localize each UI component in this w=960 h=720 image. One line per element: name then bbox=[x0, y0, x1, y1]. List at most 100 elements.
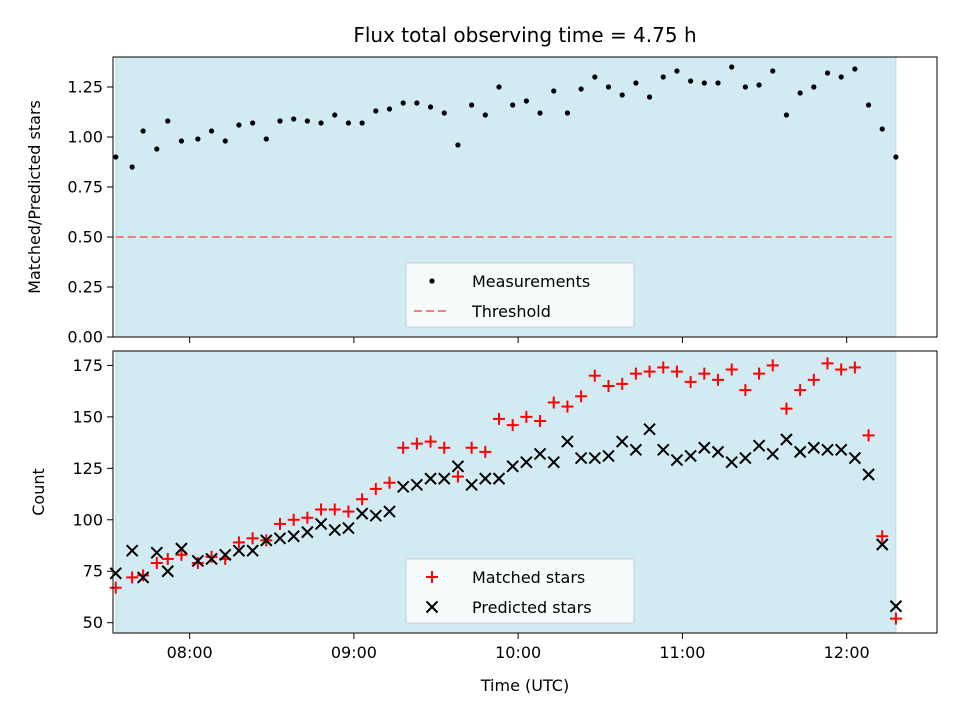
measurement-point bbox=[578, 86, 584, 92]
predicted-star-point bbox=[629, 443, 643, 457]
predicted-star-point bbox=[219, 548, 232, 561]
measurement-point bbox=[865, 102, 872, 108]
measurement-point bbox=[592, 74, 598, 80]
matched-star-point bbox=[342, 505, 355, 518]
measurement-point bbox=[318, 120, 324, 126]
matched-star-point bbox=[397, 441, 410, 454]
measurement-point bbox=[345, 120, 352, 126]
predicted-star-point bbox=[175, 542, 188, 555]
matched-star-point bbox=[862, 429, 875, 442]
predicted-star-point bbox=[752, 439, 766, 452]
measurement-point bbox=[783, 112, 790, 118]
matched-star-point bbox=[711, 373, 724, 386]
x-tick-label: 11:00 bbox=[659, 643, 705, 662]
predicted-star-point bbox=[287, 530, 300, 543]
y-tick-label: 50 bbox=[83, 613, 103, 632]
legend-label: Measurements bbox=[472, 272, 590, 291]
predicted-star-point bbox=[643, 423, 656, 436]
measurement-point bbox=[208, 128, 215, 134]
matched-star-point bbox=[137, 569, 150, 582]
predicted-star-point bbox=[492, 472, 506, 485]
predicted-star-point bbox=[588, 451, 602, 465]
measurement-point bbox=[291, 116, 297, 122]
measurement-point bbox=[414, 100, 420, 106]
measurement-point bbox=[688, 78, 694, 84]
measurement-point bbox=[482, 112, 488, 118]
matched-star-point bbox=[287, 513, 300, 526]
matched-star-point bbox=[753, 367, 766, 380]
predicted-star-point bbox=[260, 534, 273, 547]
legend-label: Predicted stars bbox=[472, 598, 592, 617]
matched-star-point bbox=[246, 532, 259, 545]
y-tick-label: 100 bbox=[72, 510, 103, 529]
measurement-point bbox=[811, 84, 817, 90]
measurement-point bbox=[178, 138, 185, 144]
predicted-star-point bbox=[314, 517, 328, 531]
y-tick-label: 0.00 bbox=[67, 328, 103, 347]
matched-star-point bbox=[629, 367, 642, 380]
bottom-panel: 50 75 100 125 150 175 08:00 09:00 10:00 11:00 12:… bbox=[29, 350, 938, 695]
matched-star-point bbox=[161, 552, 174, 565]
matched-star-point bbox=[175, 548, 188, 561]
predicted-star-point bbox=[862, 468, 875, 481]
legend-dot-marker bbox=[429, 278, 435, 284]
top-panel: 0.00 0.25 0.50 0.75 1.00 1.25 Flux total obse… bbox=[25, 23, 938, 347]
x-axis-label: Time (UTC) bbox=[480, 676, 569, 695]
measurement-point bbox=[195, 136, 201, 142]
matched-star-point bbox=[835, 363, 848, 376]
matched-star-point bbox=[424, 435, 437, 448]
bottom-axes-frame bbox=[112, 350, 938, 634]
predicted-star-point bbox=[533, 447, 547, 461]
predicted-star-point bbox=[424, 472, 437, 485]
predicted-star-point bbox=[821, 443, 834, 457]
predicted-star-point bbox=[150, 546, 164, 559]
matched-star-point bbox=[698, 367, 711, 380]
top-y-axis-label: Matched/Predicted stars bbox=[25, 100, 44, 294]
predicted-star-point bbox=[766, 447, 779, 461]
predicted-star-point bbox=[725, 455, 738, 469]
predicted-star-point bbox=[889, 600, 903, 613]
measurement-point bbox=[523, 98, 529, 104]
measurement-point bbox=[701, 80, 707, 86]
measurement-point bbox=[113, 154, 119, 160]
predicted-star-point bbox=[273, 532, 287, 545]
predicted-star-point bbox=[807, 441, 821, 454]
measurement-point bbox=[469, 102, 475, 108]
legend-x-marker bbox=[425, 600, 439, 614]
predicted-star-point bbox=[191, 554, 205, 568]
predicted-star-point bbox=[465, 478, 478, 492]
matched-star-point bbox=[643, 365, 656, 378]
y-tick-label: 75 bbox=[83, 562, 103, 581]
matched-star-point bbox=[451, 470, 464, 483]
matched-star-point bbox=[383, 476, 396, 489]
predicted-star-point bbox=[547, 455, 560, 469]
predicted-star-point bbox=[451, 460, 465, 473]
measurement-point bbox=[619, 92, 625, 98]
predicted-star-point bbox=[698, 441, 711, 454]
measurement-point bbox=[633, 80, 639, 86]
measurement-point bbox=[605, 84, 612, 90]
measurement-point bbox=[165, 118, 171, 124]
y-tick-label: 0.75 bbox=[67, 178, 103, 197]
predicted-star-point bbox=[301, 525, 314, 539]
measurement-point bbox=[537, 110, 543, 116]
matched-star-point bbox=[191, 557, 204, 570]
x-tick-label: 08:00 bbox=[167, 643, 213, 662]
measurement-point bbox=[879, 126, 885, 132]
matched-star-point bbox=[821, 357, 834, 370]
y-tick-label: 175 bbox=[72, 356, 103, 375]
measurement-point bbox=[674, 68, 680, 74]
predicted-star-point bbox=[161, 565, 174, 578]
y-tick-label: 1.00 bbox=[67, 128, 103, 147]
matched-star-point bbox=[315, 503, 328, 516]
predicted-star-point bbox=[342, 521, 355, 535]
matched-star-point bbox=[205, 550, 218, 563]
x-tick-label: 09:00 bbox=[331, 643, 377, 662]
matched-star-point bbox=[369, 482, 382, 495]
matched-star-point bbox=[479, 445, 492, 458]
y-tick-label: 0.25 bbox=[67, 278, 103, 297]
legend-plus-marker bbox=[426, 571, 438, 583]
matched-star-point bbox=[848, 361, 861, 374]
matched-star-point bbox=[506, 419, 519, 432]
